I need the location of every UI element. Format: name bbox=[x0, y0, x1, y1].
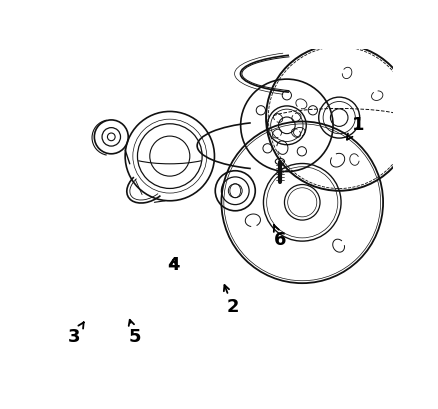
Text: 5: 5 bbox=[129, 320, 141, 346]
Text: 3: 3 bbox=[68, 322, 84, 346]
Text: 6: 6 bbox=[274, 225, 286, 249]
Text: 1: 1 bbox=[347, 116, 364, 140]
Text: 2: 2 bbox=[224, 285, 239, 316]
Text: 4: 4 bbox=[168, 256, 180, 274]
